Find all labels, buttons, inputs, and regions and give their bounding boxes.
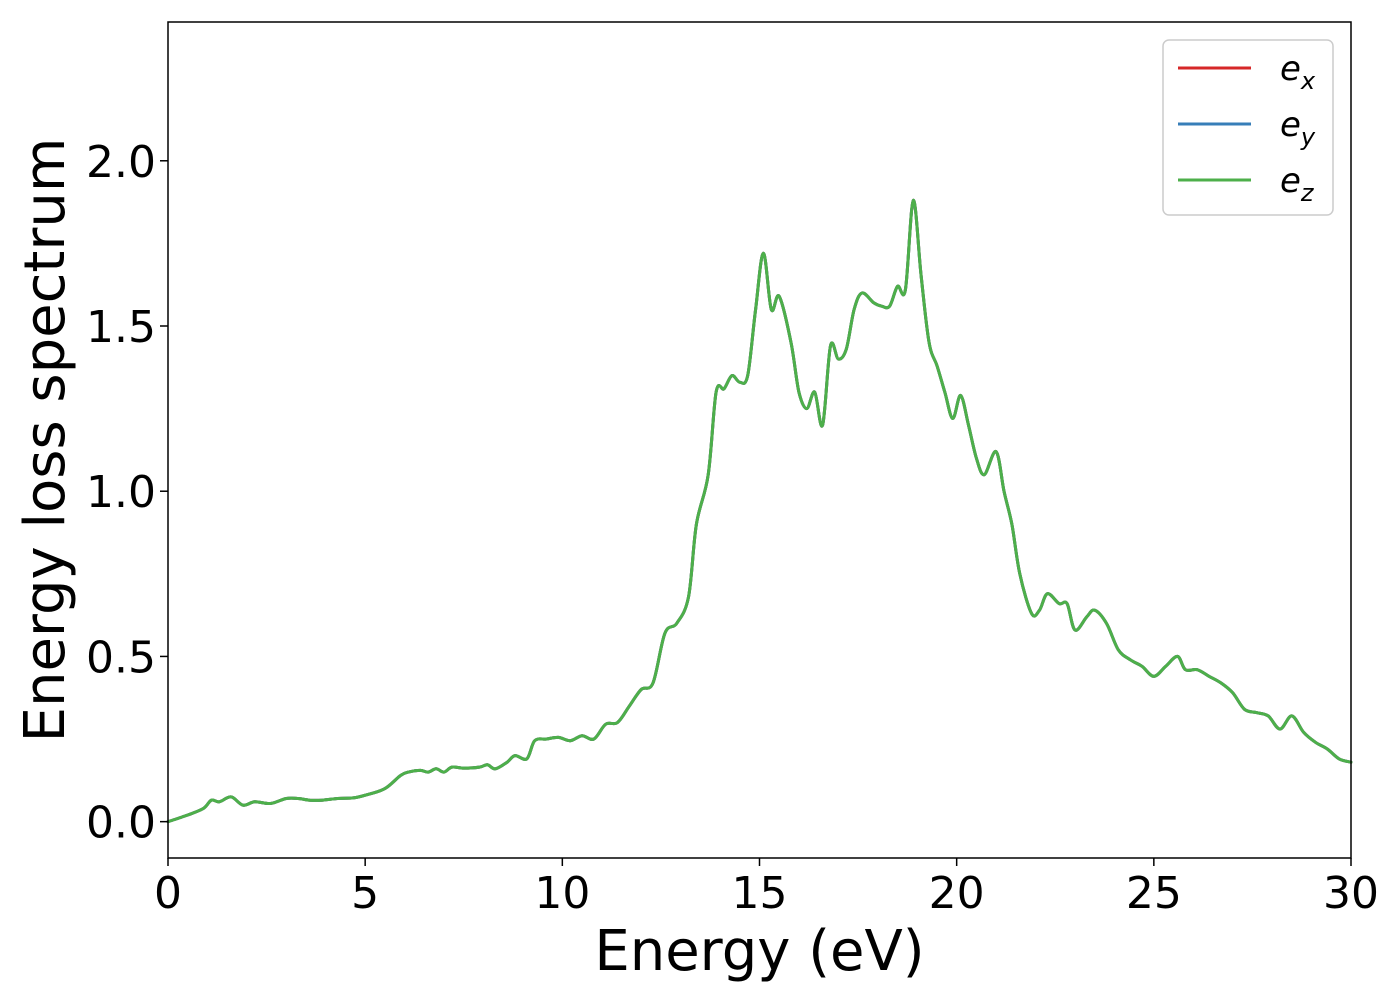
x-tick-label: 5: [351, 868, 379, 919]
y-tick-label: 1.0: [86, 467, 156, 518]
x-tick-label: 10: [534, 868, 590, 919]
x-tick-label: 25: [1126, 868, 1182, 919]
plot-area: [166, 21, 1353, 859]
x-axis-title: Energy (eV): [594, 919, 924, 984]
y-tick-label: 0.0: [86, 798, 156, 849]
legend-label-ey: ey: [1280, 105, 1316, 151]
series-line-ez: [166, 198, 1353, 824]
y-axis-title: Energy loss spectrum: [13, 138, 78, 743]
x-axis: 0 5 10 15 20 25 30: [154, 858, 1379, 919]
y-axis: 0.0 0.5 1.0 1.5 2.0: [86, 137, 168, 849]
x-tick-label: 20: [929, 868, 985, 919]
legend: ex ey ez: [1162, 39, 1334, 216]
series-layer: [166, 198, 1353, 824]
x-tick-label: 15: [732, 868, 788, 919]
legend-label-ez: ez: [1280, 161, 1315, 207]
y-tick-label: 0.5: [86, 632, 156, 683]
x-tick-label: 0: [154, 868, 182, 919]
y-tick-label: 1.5: [86, 302, 156, 353]
y-tick-label: 2.0: [86, 137, 156, 188]
x-tick-label: 30: [1323, 868, 1379, 919]
legend-label-ex: ex: [1280, 49, 1316, 95]
legend-box: [1162, 39, 1334, 216]
